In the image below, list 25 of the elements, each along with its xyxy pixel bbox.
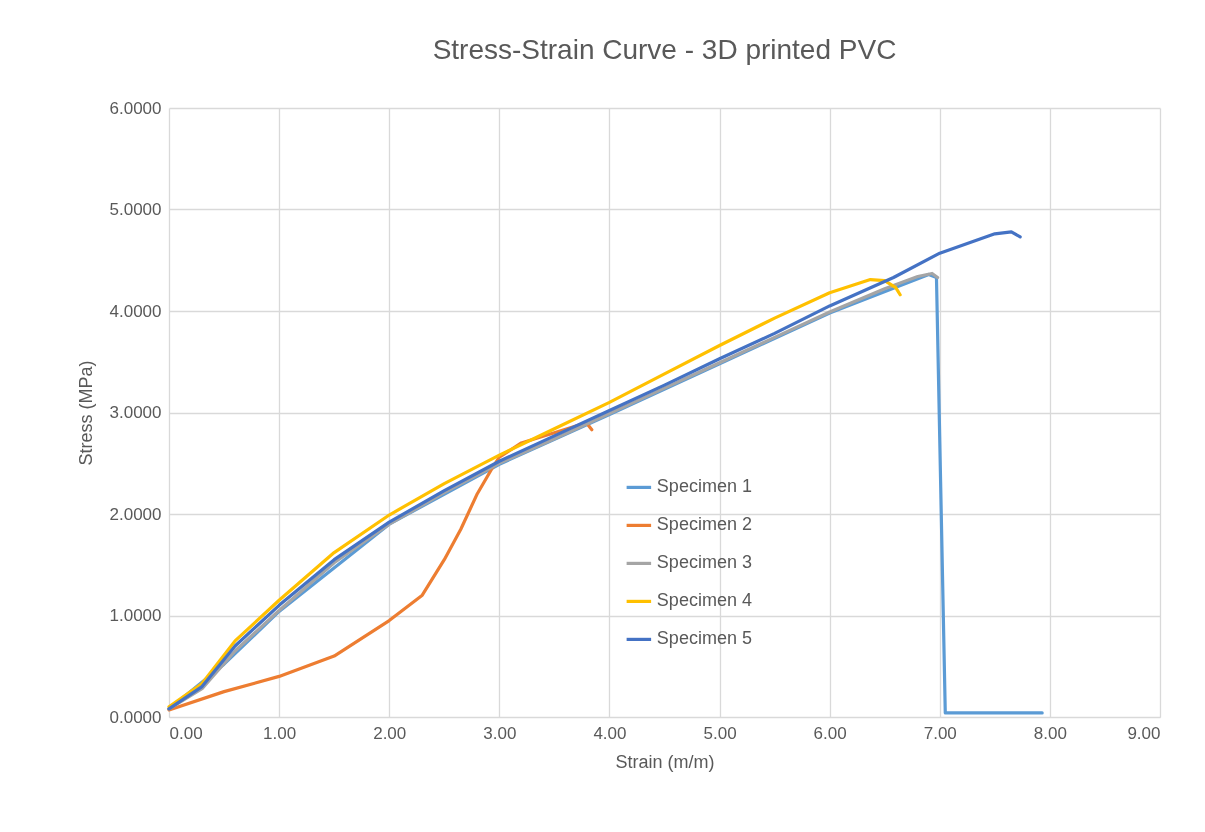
y-tick-label: 0.0000: [109, 707, 162, 727]
legend-label: Specimen 3: [656, 552, 752, 573]
legend-label: Specimen 5: [656, 628, 752, 649]
x-tick-label: 8.00: [1033, 723, 1067, 743]
x-tick-label: 5.00: [703, 723, 737, 743]
legend-label: Specimen 4: [656, 590, 752, 611]
x-tick-label: 3.00: [483, 723, 517, 743]
chart-title: Stress-Strain Curve - 3D printed PVC: [432, 34, 897, 65]
x-tick-label: 6.00: [813, 723, 847, 743]
x-tick-label: 7.00: [923, 723, 957, 743]
y-tick-label: 4.0000: [109, 301, 162, 321]
x-axis-title: Strain (m/m): [615, 751, 715, 772]
y-tick-label: 5.0000: [109, 200, 162, 219]
x-tick-label: 9.00: [1127, 723, 1161, 743]
legend-label: Specimen 1: [656, 476, 752, 497]
x-tick-label: 4.00: [593, 723, 627, 743]
y-tick-label: 1.0000: [109, 606, 162, 625]
y-tick-label: 2.0000: [109, 504, 162, 524]
x-tick-label: 2.00: [373, 723, 407, 743]
legend-label: Specimen 2: [656, 514, 752, 535]
y-axis-title: Stress (MPa): [75, 360, 96, 466]
x-tick-label: 1.00: [263, 723, 297, 743]
x-tick-label: 0.00: [169, 723, 203, 743]
y-tick-label: 3.0000: [109, 403, 162, 422]
y-tick-label: 6.0000: [109, 98, 162, 118]
